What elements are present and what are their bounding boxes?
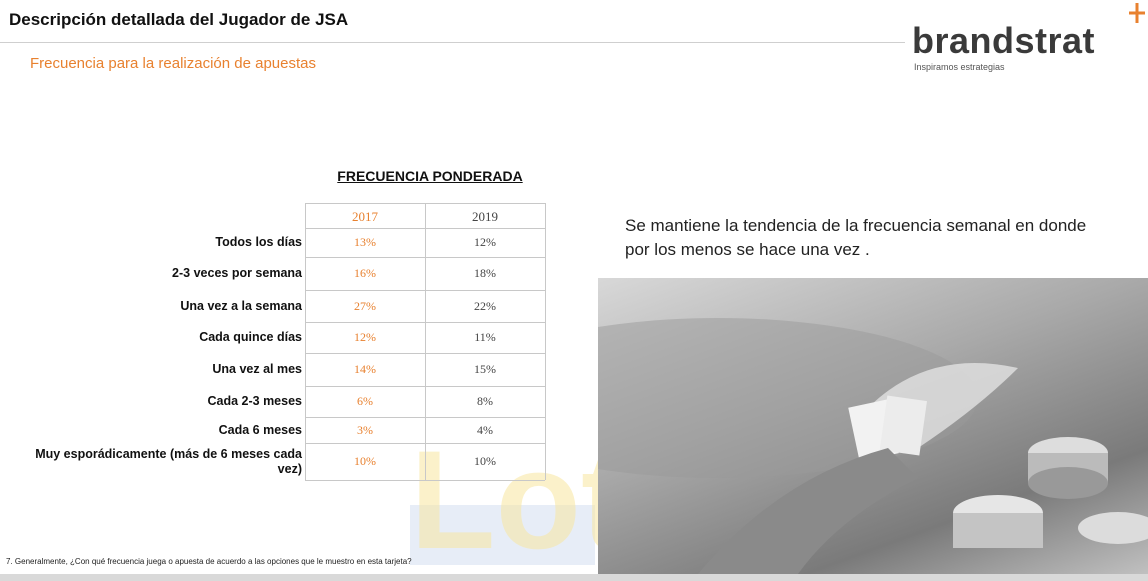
column-header: 2019: [425, 209, 545, 225]
table-cell: 8%: [425, 394, 545, 409]
photo: [598, 278, 1148, 574]
note: Se mantiene la tendencia de la frecuenci…: [625, 214, 1100, 262]
table-cell: 13%: [305, 235, 425, 250]
row-label: Cada 2-3 meses: [0, 394, 302, 409]
table-column-rule: [545, 203, 546, 480]
row-label: 2-3 veces por semana: [0, 266, 302, 281]
table-cell: 10%: [425, 454, 545, 469]
table-cell: 10%: [305, 454, 425, 469]
table-rule: [305, 480, 545, 481]
table-cell: 11%: [425, 330, 545, 345]
table-cell: 4%: [425, 423, 545, 438]
photo-art: [598, 278, 1148, 574]
table-cell: 15%: [425, 362, 545, 377]
row-label: Una vez a la semana: [0, 299, 302, 314]
table-cell: 16%: [305, 266, 425, 281]
bottom-band: [0, 574, 1148, 581]
table-cell: 22%: [425, 299, 545, 314]
table-cell: 6%: [305, 394, 425, 409]
row-label: Una vez al mes: [0, 362, 302, 377]
logo: brandstrat: [912, 20, 1095, 62]
table-cell: 3%: [305, 423, 425, 438]
slide: Lote Descripción detallada del Jugador d…: [0, 0, 1148, 581]
row-label: Todos los días: [0, 235, 302, 250]
table-cell: 14%: [305, 362, 425, 377]
table-cell: 12%: [305, 330, 425, 345]
row-label: Muy esporádicamente (más de 6 meses cada…: [3, 447, 302, 477]
logo-tagline: Inspiramos estrategias: [914, 62, 1005, 72]
footnote: 7. Generalmente, ¿Con qué frecuencia jue…: [6, 557, 412, 566]
column-header: 2017: [305, 209, 425, 225]
table-cell: 18%: [425, 266, 545, 281]
table-cell: 27%: [305, 299, 425, 314]
table-cell: 12%: [425, 235, 545, 250]
logo-plus: [1128, 2, 1146, 24]
row-label: Cada 6 meses: [0, 423, 302, 438]
row-label: Cada quince días: [0, 330, 302, 345]
